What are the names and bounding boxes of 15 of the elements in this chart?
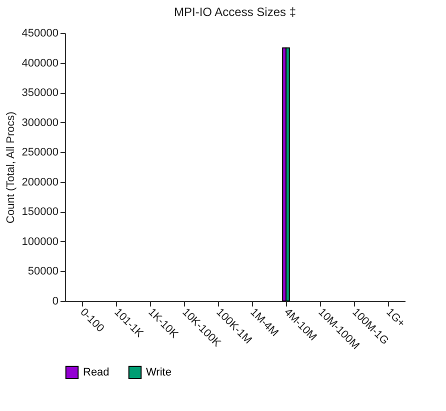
y-tick-label: 150000 bbox=[22, 206, 58, 218]
y-tick-label: 50000 bbox=[28, 266, 58, 278]
y-tick-label: 400000 bbox=[22, 57, 58, 70]
legend-label: Read bbox=[83, 366, 110, 378]
y-tick-label: 100000 bbox=[22, 236, 58, 248]
y-tick-label: 450000 bbox=[22, 28, 58, 40]
legend-label: Write bbox=[146, 366, 172, 378]
y-tick-label: 350000 bbox=[22, 87, 58, 100]
y-tick-label: 250000 bbox=[22, 146, 58, 159]
x-tick-label: 1G+ bbox=[384, 306, 408, 330]
y-tick-label: 300000 bbox=[22, 116, 58, 129]
y-tick-label: 0 bbox=[52, 296, 58, 308]
y-tick-label: 200000 bbox=[22, 176, 58, 188]
chart-title: MPI-IO Access Sizes ‡ bbox=[174, 5, 296, 19]
y-axis-title: Count (Total, All Procs) bbox=[4, 112, 17, 224]
